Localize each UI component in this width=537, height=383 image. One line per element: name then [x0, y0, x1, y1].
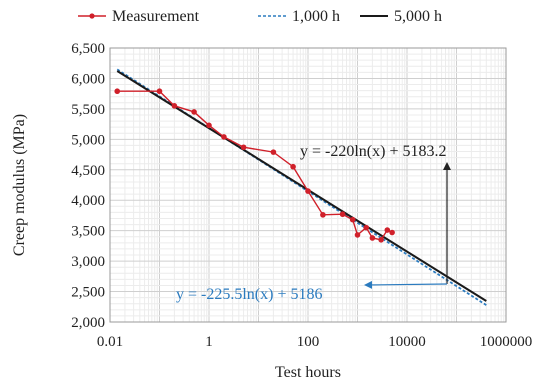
legend-measurement-marker	[89, 13, 95, 19]
measurement-point	[270, 149, 277, 155]
y-tick-label: 6,500	[71, 41, 105, 57]
measurement-point	[290, 163, 296, 170]
y-axis-title: Creep modulus (MPa)	[11, 114, 28, 256]
measurement-point	[378, 237, 384, 243]
measurement-point	[384, 227, 391, 233]
series-layer	[114, 68, 487, 306]
equation-1000h: y = -225.5ln(x) + 5186	[176, 286, 322, 303]
y-tick-label: 3,000	[71, 254, 105, 270]
x-axis-title: Test hours	[275, 364, 341, 381]
measurement-point	[156, 88, 163, 95]
measurement-point	[171, 103, 178, 109]
y-tick-label: 4,000	[71, 193, 105, 209]
legend-1000h-label: 1,000 h	[292, 8, 340, 25]
legend-measurement-label: Measurement	[112, 8, 200, 25]
y-tick-label: 4,500	[71, 163, 105, 179]
measurement-point	[221, 134, 227, 140]
trend-line-5000h	[116, 70, 487, 302]
measurement-point	[320, 212, 326, 218]
y-tick-labels: 2,000 2,500 3,000 3,500 4,000 4,500 5,000 5,500…	[71, 41, 105, 331]
x-tick-label: 1	[205, 334, 213, 350]
x-tick-label: 10000	[388, 334, 426, 350]
measurement-point	[114, 88, 121, 95]
y-tick-label: 5,000	[71, 132, 105, 148]
legend-5000h-label: 5,000 h	[394, 8, 442, 25]
x-tick-label: 0.01	[97, 334, 123, 350]
y-tick-label: 3,500	[71, 224, 105, 240]
measurement-point	[240, 144, 247, 151]
legend: Measurement 1,000 h 5,000 h	[78, 8, 442, 25]
annotation-arrow-1000h	[364, 280, 448, 289]
plot-area	[109, 47, 507, 323]
x-tick-label: 100	[297, 334, 320, 350]
measurement-point	[349, 216, 356, 223]
y-tick-label: 2,500	[71, 285, 105, 301]
x-tick-label: 1000000	[480, 334, 533, 350]
measurement-point	[305, 188, 311, 194]
equation-5000h: y = -220ln(x) + 5183.2	[300, 143, 446, 160]
y-tick-label: 5,500	[71, 102, 105, 118]
y-tick-label: 2,000	[71, 315, 105, 331]
measurement-point	[339, 211, 346, 218]
x-tick-labels: 0.01 1 100 10000 1000000	[97, 334, 532, 350]
measurement-point	[363, 224, 370, 231]
measurement-point	[354, 232, 361, 238]
measurement-point	[191, 109, 197, 115]
measurement-point	[206, 122, 212, 129]
measurement-point	[389, 229, 395, 236]
measurement-point	[369, 235, 376, 241]
y-tick-label: 6,000	[71, 71, 105, 87]
